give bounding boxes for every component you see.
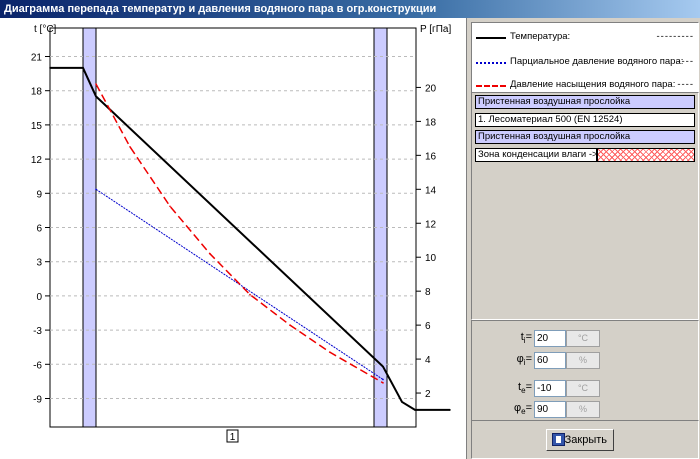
close-button-label: Закрыть	[564, 434, 607, 446]
right-tick-label: 14	[425, 185, 437, 196]
legend-item-saturation-pressure: Давление насыщения водяного пара: ----	[476, 79, 696, 93]
right-tick-label: 6	[425, 321, 431, 332]
layers-box: Пристенная воздушная прослойка 1. Лесома…	[471, 92, 699, 320]
left-axis-label: t [°C]	[34, 24, 57, 35]
legend-swatch-temperature	[476, 37, 506, 39]
series-saturation-pressure-point	[289, 324, 291, 326]
legend-value: ---------	[656, 31, 694, 42]
left-tick-label: -9	[33, 395, 42, 406]
series-partial-pressure-point	[95, 188, 97, 191]
right-tick-label: 16	[425, 151, 437, 162]
series-saturation-pressure-point	[129, 146, 131, 148]
series-temperature-point	[414, 409, 416, 411]
legend-swatch-saturation	[476, 85, 506, 87]
ti-unit: °C	[566, 330, 600, 347]
series-temperature	[50, 66, 450, 411]
legend-item-partial-pressure: Парциальное давление водяного пара: ----	[476, 56, 696, 70]
left-tick-label: 12	[31, 155, 43, 166]
series-temperature-point	[95, 95, 97, 98]
diagram-panel: 21 18 15 12 9 6 3 0 -3 -6 -9 20 18 16 14 12 10 8 6 4 2 t [°C]…	[0, 18, 467, 459]
left-tick-label: 15	[31, 121, 43, 132]
legend-label: Давление насыщения водяного пара:	[510, 79, 676, 90]
right-tick-label: 18	[425, 117, 437, 128]
left-tick-label: -6	[33, 360, 42, 371]
series-saturation-pressure-point	[169, 205, 171, 208]
legend-label: Температура:	[510, 31, 571, 42]
layer-marker-box	[226, 429, 239, 443]
te-input[interactable]: -10	[534, 380, 566, 397]
left-tick-label: 3	[36, 258, 42, 269]
phii-unit: %	[566, 352, 600, 369]
legend-value: ----	[677, 56, 694, 67]
series-saturation-pressure-point	[329, 351, 331, 354]
series-saturation-pressure	[95, 83, 384, 384]
param-phii-label: φi=	[516, 353, 532, 368]
series-saturation-pressure-point	[209, 253, 211, 255]
layer-marker-label: 1	[230, 432, 236, 443]
left-tick-label: 21	[31, 53, 43, 64]
right-tick-label: 8	[425, 287, 431, 298]
left-tick-label: 0	[36, 292, 42, 303]
right-tick-label: 4	[425, 355, 431, 366]
series-saturation-pressure-point	[382, 382, 384, 384]
series-saturation-pressure-point	[249, 293, 251, 296]
close-icon	[552, 433, 565, 446]
left-tick-label: 9	[36, 189, 42, 200]
right-tick-label: 12	[425, 219, 437, 230]
layer-item[interactable]: 1. Лесоматериал 500 (EN 12524)	[475, 113, 695, 127]
window-title: Диаграмма перепада температур и давления…	[0, 0, 700, 18]
left-tick-label: 18	[31, 87, 43, 98]
condensation-swatch	[597, 148, 695, 162]
series-temperature-point	[82, 67, 84, 69]
series-partial-pressure-point	[382, 378, 384, 381]
legend-item-temperature: Температура: ---------	[476, 31, 696, 45]
layer-item[interactable]: Пристенная воздушная прослойка	[475, 95, 695, 109]
diagram-chart: 21 18 15 12 9 6 3 0 -3 -6 -9 20 18 16 14 12 10 8 6 4 2 t [°C]…	[31, 24, 452, 443]
legend-label: Парциальное давление водяного пара:	[510, 56, 684, 67]
close-button[interactable]: Закрыть	[546, 429, 614, 451]
te-unit: °C	[566, 380, 600, 397]
legend-swatch-partial	[476, 62, 506, 64]
ti-input[interactable]: 20	[534, 330, 566, 347]
right-tick-label: 20	[425, 83, 437, 94]
phie-input[interactable]: 90	[534, 401, 566, 418]
param-te-label: te=	[518, 381, 532, 396]
legend-value: ----	[677, 79, 694, 90]
series-temperature-point	[49, 67, 51, 69]
info-panel: Температура: --------- Парциальное давле…	[469, 18, 700, 459]
layer-item[interactable]: Пристенная воздушная прослойка	[475, 130, 695, 144]
left-tick-label: -3	[33, 326, 42, 337]
right-tick-label: 2	[425, 389, 431, 400]
left-tick-label: 6	[36, 224, 42, 235]
param-ti-label: ti=	[520, 331, 532, 346]
param-phie-label: φe=	[513, 402, 532, 417]
right-tick-label: 10	[425, 253, 437, 264]
condensation-label: Зона конденсации влаги ->	[475, 148, 598, 162]
series-temperature-point	[382, 365, 384, 368]
phii-input[interactable]: 60	[534, 352, 566, 369]
right-axis-label: P [гПа]	[420, 24, 451, 35]
series-temperature-point	[449, 409, 451, 411]
phie-unit: %	[566, 401, 600, 418]
series-temperature-point	[401, 401, 403, 403]
series-saturation-pressure-point	[95, 83, 97, 85]
button-bar: Закрыть	[471, 420, 699, 459]
params-box: ti= 20 °C φi= 60 % te= -10 °C φe= 90 %	[471, 320, 699, 436]
